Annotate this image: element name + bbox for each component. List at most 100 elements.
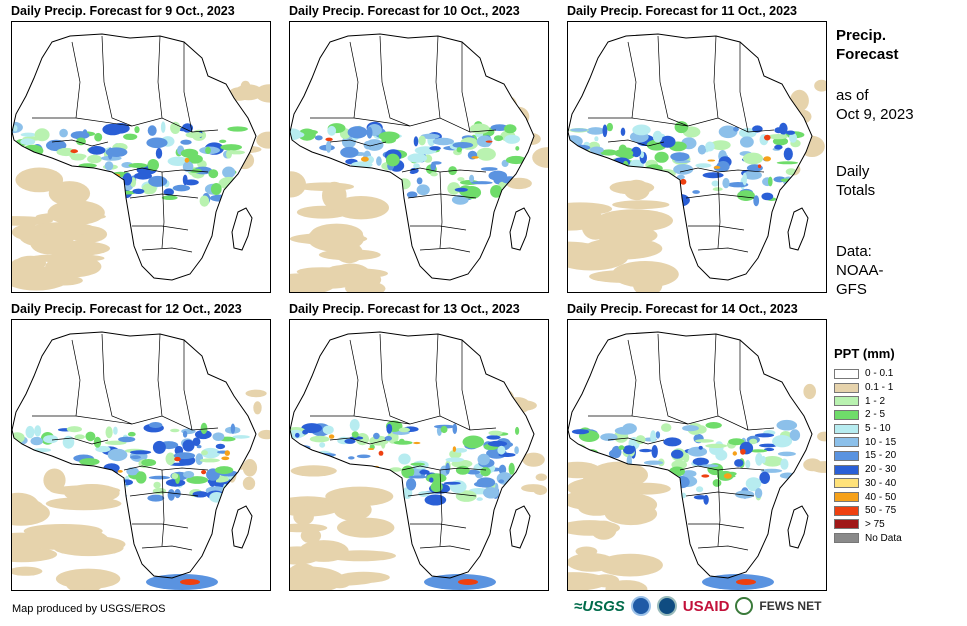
legend-item: 10 - 15: [834, 435, 902, 449]
rain-patch: [20, 463, 31, 468]
rain-patch: [389, 467, 402, 472]
country-border: [129, 193, 199, 199]
rain-patch: [141, 459, 157, 467]
usaid-logo: USAID: [682, 597, 730, 615]
precip-map: [289, 21, 549, 293]
rain-patch: [208, 169, 219, 179]
legend-item: 5 - 10: [834, 422, 902, 436]
rain-patch: [493, 135, 504, 142]
legend-item: 20 - 30: [834, 463, 902, 477]
rain-patch: [668, 191, 678, 195]
rain-patch: [789, 132, 797, 143]
heavy-rain-patch: [378, 450, 384, 456]
rain-patch: [739, 128, 757, 138]
precip-map: [289, 319, 549, 591]
country-border: [51, 139, 109, 147]
legend-label: 15 - 20: [865, 450, 897, 462]
rain-patch: [430, 162, 436, 171]
rain-patch: [785, 130, 796, 135]
legend-swatch: [834, 437, 859, 448]
rain-patch: [593, 178, 607, 186]
rain-patch: [301, 480, 312, 487]
rain-patch: [325, 166, 343, 176]
rain-patch: [596, 459, 605, 463]
rain-patch: [514, 446, 519, 455]
rain-patch: [215, 466, 234, 475]
agency-logos: ≈USGS USAID FEWS NET: [574, 596, 821, 616]
rain-patch: [681, 470, 697, 478]
country-border: [141, 247, 193, 253]
rain-patch: [12, 452, 21, 460]
rain-patch: [305, 452, 316, 459]
rain-patch: [359, 178, 380, 183]
rain-patch: [227, 126, 248, 132]
rain-patch: [711, 180, 720, 187]
legend-swatch: [834, 505, 859, 516]
rain-patch: [430, 481, 443, 493]
rain-patch: [293, 161, 306, 166]
rain-patch: [749, 449, 768, 453]
rain-patch: [632, 124, 651, 136]
dry-ocean-area: [325, 486, 394, 507]
rain-patch: [135, 471, 147, 484]
rain-patch: [767, 134, 788, 140]
country-border: [688, 225, 745, 231]
rain-patch: [692, 190, 700, 194]
rain-patch: [677, 174, 685, 180]
rain-patch: [199, 195, 210, 207]
country-border: [129, 491, 199, 497]
dry-ocean-area: [12, 224, 45, 240]
country-border: [688, 523, 745, 529]
rain-patch: [171, 473, 179, 480]
rain-patch: [170, 121, 181, 134]
legend-item: 30 - 40: [834, 477, 902, 491]
dry-ocean-area: [809, 461, 826, 473]
rain-patch: [503, 124, 517, 134]
heavy-rain-patch: [413, 441, 421, 445]
heavy-rain-patch: [361, 156, 369, 162]
rain-patch: [455, 490, 477, 502]
madagascar: [231, 207, 253, 251]
rain-patch: [505, 155, 527, 165]
rain-patch: [71, 156, 85, 161]
rain-patch: [20, 138, 36, 145]
dry-ocean-area: [622, 482, 671, 495]
rain-patch: [453, 448, 468, 453]
rain-patch: [357, 473, 375, 484]
rain-patch: [148, 475, 170, 480]
rain-patch: [194, 429, 212, 440]
rain-patch: [779, 122, 788, 135]
rain-patch: [205, 146, 211, 154]
rain-patch: [455, 465, 470, 475]
side-totals: Daily Totals: [836, 162, 875, 200]
rain-patch: [586, 169, 594, 175]
rain-patch: [789, 429, 801, 441]
legend-label: 20 - 30: [865, 464, 897, 476]
rain-patch: [393, 440, 413, 445]
rain-patch: [655, 431, 661, 439]
rain-patch: [355, 433, 369, 446]
dry-ocean-area: [45, 497, 122, 511]
rain-patch: [445, 457, 464, 462]
rain-patch: [443, 481, 461, 485]
dry-ocean-area: [596, 492, 658, 517]
rain-patch: [340, 146, 359, 158]
rain-patch: [304, 424, 311, 431]
precip-map: [11, 319, 271, 591]
rain-patch: [652, 130, 663, 143]
rain-patch: [413, 136, 419, 147]
rain-patch: [722, 177, 730, 189]
rain-patch: [105, 471, 114, 476]
dry-ocean-area: [623, 212, 653, 238]
rain-patch: [452, 423, 458, 435]
country-border: [310, 415, 497, 431]
dry-ocean-area: [55, 568, 121, 589]
rain-patch: [420, 133, 440, 139]
rain-patch: [582, 168, 597, 178]
heavy-rain-patch: [757, 164, 762, 169]
rain-patch: [182, 430, 188, 438]
rain-patch: [673, 164, 694, 175]
rain-patch: [147, 494, 165, 502]
madagascar: [787, 207, 809, 251]
legend-swatch: [834, 464, 859, 475]
